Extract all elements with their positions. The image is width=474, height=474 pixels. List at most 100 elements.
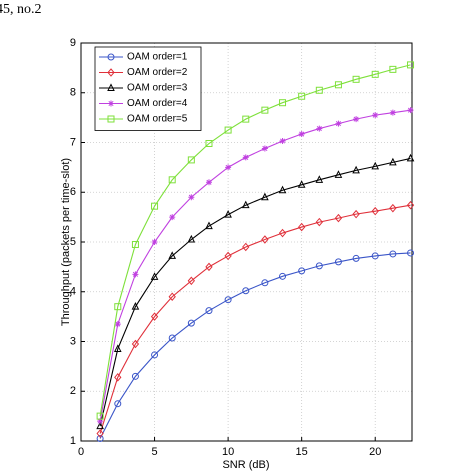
marker (225, 164, 232, 171)
marker (151, 351, 159, 359)
marker (187, 156, 195, 164)
header-text: 45, no.2 (0, 2, 42, 17)
marker (242, 115, 250, 123)
marker (389, 250, 397, 258)
marker (188, 194, 195, 201)
y-tick-label: 8 (70, 87, 76, 99)
marker (224, 251, 232, 261)
marker (261, 106, 269, 114)
marker (261, 145, 268, 152)
marker (407, 249, 415, 257)
plot-frame (80, 42, 413, 442)
marker (261, 192, 269, 201)
marker (132, 271, 139, 278)
marker (315, 86, 323, 94)
marker (371, 161, 380, 170)
marker (187, 319, 195, 327)
marker (114, 321, 121, 328)
marker (371, 206, 379, 216)
marker (315, 217, 323, 227)
marker (224, 126, 232, 134)
marker (334, 81, 342, 89)
marker (298, 222, 306, 232)
series-line (99, 109, 411, 422)
marker (205, 221, 213, 230)
marker (131, 339, 140, 349)
legend-marker (107, 83, 115, 91)
marker (315, 262, 323, 270)
marker (389, 109, 396, 116)
marker (352, 75, 360, 83)
marker (278, 228, 287, 238)
y-tick-label: 2 (70, 385, 76, 397)
marker (297, 180, 306, 188)
marker (407, 61, 415, 69)
y-tick-label: 4 (70, 286, 76, 298)
marker (352, 165, 360, 174)
marker (279, 99, 287, 107)
marker (224, 296, 232, 304)
marker (353, 116, 360, 123)
x-tick-label: 20 (369, 446, 381, 458)
y-tick-label: 7 (70, 136, 76, 148)
x-tick-label: 15 (296, 446, 308, 458)
marker (406, 200, 415, 210)
marker (114, 303, 122, 311)
legend-marker (108, 100, 114, 107)
marker (205, 139, 213, 147)
marker (168, 292, 176, 301)
marker (371, 252, 379, 260)
legend-label: OAM order=5 (127, 114, 188, 125)
marker (114, 373, 122, 382)
y-tick-label: 5 (70, 236, 76, 248)
marker (316, 125, 323, 132)
x-axis-label: SNR (dB) (222, 459, 269, 471)
marker (114, 400, 122, 408)
marker (187, 276, 195, 286)
marker (96, 412, 104, 420)
marker (96, 435, 104, 443)
marker (334, 258, 342, 266)
marker (261, 279, 269, 287)
legend-marker (107, 115, 115, 123)
marker (261, 235, 269, 244)
legend-label: OAM order=3 (127, 83, 188, 94)
marker (298, 267, 306, 275)
marker (151, 239, 158, 245)
marker (241, 200, 250, 209)
marker (205, 307, 213, 315)
marker (150, 312, 159, 321)
marker (242, 154, 249, 161)
marker (96, 421, 104, 430)
series-line (99, 157, 411, 427)
legend-label: OAM order=4 (127, 98, 188, 109)
marker (151, 202, 159, 210)
marker (389, 157, 397, 166)
marker (389, 65, 397, 73)
marker (96, 429, 104, 438)
marker (335, 120, 342, 127)
marker (242, 242, 250, 252)
y-tick-label: 1 (70, 435, 76, 447)
marker (205, 262, 213, 272)
x-tick-label: 0 (78, 446, 84, 458)
marker (315, 175, 324, 183)
marker (131, 372, 139, 380)
marker (406, 153, 415, 162)
marker (168, 176, 176, 184)
marker (97, 418, 104, 425)
y-axis-label: Throughput (packets per time-slot) (60, 158, 72, 326)
marker (278, 185, 287, 194)
y-tick-label: 6 (70, 186, 76, 198)
marker (168, 334, 176, 342)
marker (334, 213, 343, 223)
marker (389, 203, 397, 213)
marker (224, 210, 232, 218)
marker (334, 170, 343, 178)
marker (187, 234, 196, 243)
marker (242, 287, 250, 295)
marker (298, 131, 305, 138)
marker (279, 138, 286, 145)
legend-marker (107, 68, 115, 77)
